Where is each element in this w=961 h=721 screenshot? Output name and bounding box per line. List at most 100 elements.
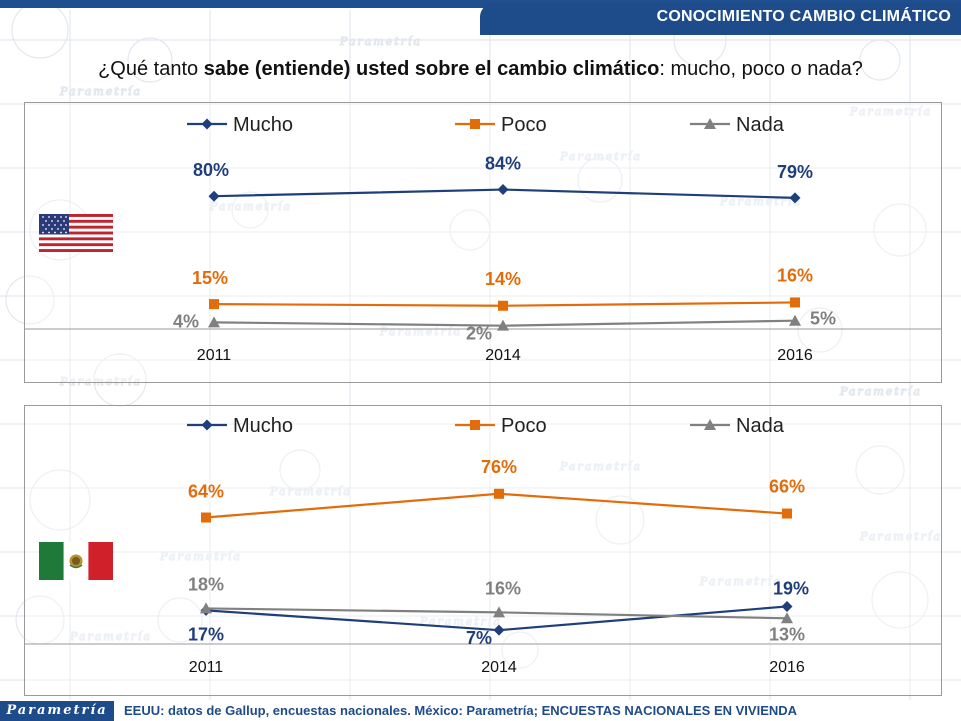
legend-entry-mucho: Mucho xyxy=(187,415,293,437)
legend-label: Poco xyxy=(501,114,547,136)
bg-watermark: Parametría xyxy=(839,385,922,398)
legend-marker xyxy=(201,118,213,130)
data-label-nada: 16% xyxy=(485,578,521,598)
data-label-nada: 18% xyxy=(188,574,224,594)
legend-marker xyxy=(201,419,213,431)
legend-marker xyxy=(470,420,480,430)
source-note: EEUU: datos de Gallup, encuestas naciona… xyxy=(124,703,798,718)
data-label-poco: 16% xyxy=(777,265,813,285)
chart-usa: Mucho Poco Nada 80% 84% 79% 15% 14% 16% 4% 2% 5% 201… xyxy=(25,114,941,364)
legend-label: Nada xyxy=(736,415,785,437)
data-label-nada: 5% xyxy=(810,309,836,329)
bg-circle xyxy=(11,1,69,59)
data-point-poco xyxy=(201,512,211,523)
legend-entry-poco: Poco xyxy=(455,114,547,136)
chart-panel-mexico: Mucho Poco Nada 17% 7% 19% 64% 76% 66% 18% 16% 13% 2… xyxy=(24,405,942,696)
data-label-mucho: 84% xyxy=(485,154,521,174)
bg-watermark: Parametría xyxy=(849,105,932,118)
bg-watermark: Parametría xyxy=(59,85,142,98)
data-point-poco xyxy=(782,508,792,519)
data-point-poco xyxy=(790,297,800,308)
data-point-nada xyxy=(497,319,509,331)
data-point-mucho xyxy=(493,624,505,636)
data-label-poco: 14% xyxy=(485,269,521,289)
legend-label: Poco xyxy=(501,415,547,437)
data-label-poco: 66% xyxy=(769,477,805,497)
data-point-mucho xyxy=(789,192,801,204)
data-label-nada: 13% xyxy=(769,624,805,644)
bg-circle xyxy=(501,631,539,669)
bg-circle xyxy=(5,275,55,325)
x-tick-label: 2016 xyxy=(777,347,813,364)
top-bar xyxy=(0,0,961,8)
x-tick-label: 2014 xyxy=(481,659,517,676)
bg-circle xyxy=(279,449,321,491)
bg-circle xyxy=(29,469,91,531)
mexico-flag xyxy=(39,542,113,580)
bg-circle xyxy=(127,37,173,83)
legend-label: Mucho xyxy=(233,415,293,437)
data-point-mucho xyxy=(208,190,220,202)
data-point-nada xyxy=(208,316,220,328)
data-label-mucho: 17% xyxy=(188,624,224,644)
data-point-mucho xyxy=(781,600,793,612)
question-post: : mucho, poco o nada? xyxy=(659,58,863,80)
data-label-poco: 64% xyxy=(188,482,224,502)
bg-circle xyxy=(797,307,843,353)
bg-watermark: Parametría xyxy=(379,325,462,338)
legend-entry-nada: Nada xyxy=(690,114,785,136)
data-label-nada: 2% xyxy=(466,324,492,344)
question-bold: sabe (entiende) usted sobre el cambio cl… xyxy=(203,58,660,80)
bg-circle xyxy=(873,203,927,257)
legend-entry-poco: Poco xyxy=(455,415,547,437)
x-tick-label: 2014 xyxy=(485,347,521,364)
bg-watermark: Parametría xyxy=(59,375,142,388)
chart-mexico: Mucho Poco Nada 17% 7% 19% 64% 76% 66% 18% 16% 13% 2… xyxy=(25,415,941,676)
header-tab: CONOCIMIENTO CAMBIO CLIMÁTICO xyxy=(480,3,961,35)
x-tick-label: 2011 xyxy=(189,659,224,676)
bg-watermark: Parametría xyxy=(209,200,292,213)
data-point-nada xyxy=(781,612,793,624)
footer: Parametría EEUU: datos de Gallup, encues… xyxy=(0,701,961,721)
chart-panel-usa: Mucho Poco Nada 80% 84% 79% 15% 14% 16% 4% 2% 5% 201… xyxy=(24,102,942,383)
question-text: ¿Qué tanto sabe (entiende) usted sobre e… xyxy=(0,58,961,81)
data-label-mucho: 19% xyxy=(773,578,809,598)
bg-circle xyxy=(871,571,929,629)
data-label-poco: 76% xyxy=(481,457,517,477)
data-label-nada: 4% xyxy=(173,311,199,331)
data-label-poco: 15% xyxy=(192,268,228,288)
bg-circle xyxy=(93,353,147,407)
parametria-logo: Parametría xyxy=(0,701,114,721)
bg-circle xyxy=(855,445,905,495)
legend-entry-nada: Nada xyxy=(690,415,785,437)
bg-watermark: Parametría xyxy=(559,460,642,473)
bg-watermark: Parametría xyxy=(699,575,782,588)
legend-label: Mucho xyxy=(233,114,293,136)
bg-watermark: Parametría xyxy=(269,485,352,498)
legend-entry-mucho: Mucho xyxy=(187,114,293,136)
data-label-mucho: 79% xyxy=(777,162,813,182)
bg-circle xyxy=(577,157,623,203)
bg-watermark: Parametría xyxy=(559,150,642,163)
legend-marker xyxy=(704,118,716,129)
bg-watermark: Parametría xyxy=(69,630,152,643)
bg-circle xyxy=(231,191,269,229)
legend-marker xyxy=(470,119,480,129)
bg-circle xyxy=(157,597,203,643)
page-title: CONOCIMIENTO CAMBIO CLIMÁTICO xyxy=(656,8,951,25)
data-point-nada xyxy=(200,602,212,614)
x-tick-label: 2016 xyxy=(769,659,805,676)
data-point-poco xyxy=(494,488,504,499)
data-point-nada xyxy=(493,606,505,618)
bg-watermark: Parametría xyxy=(339,35,422,48)
usa-flag xyxy=(39,214,113,252)
legend-label: Nada xyxy=(736,114,785,136)
data-point-poco xyxy=(498,300,508,311)
data-label-mucho: 7% xyxy=(466,628,492,648)
legend-marker xyxy=(704,419,716,430)
bg-watermark: Parametría xyxy=(859,530,942,543)
x-tick-label: 2011 xyxy=(197,347,232,364)
data-point-nada xyxy=(789,314,801,326)
data-point-poco xyxy=(209,299,219,310)
bg-watermark: Parametría xyxy=(159,550,242,563)
